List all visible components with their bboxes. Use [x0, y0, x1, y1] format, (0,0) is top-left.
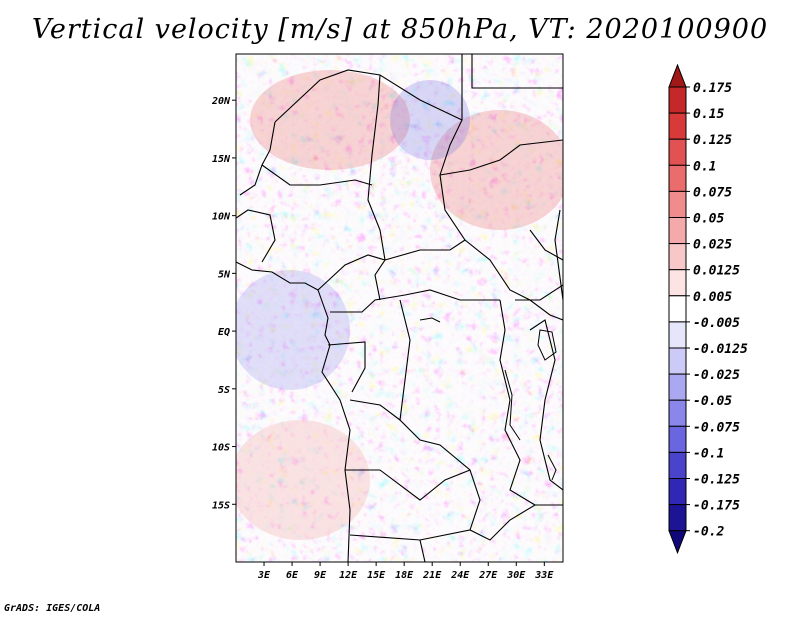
colorbar-swatch	[668, 269, 687, 297]
colorbar-label: -0.125	[693, 473, 740, 488]
colorbar-swatch	[668, 399, 687, 427]
lat-tick-label: 10S	[212, 443, 230, 454]
lon-tick-label: 33E	[534, 570, 554, 581]
lat-tick-label: 15S	[212, 500, 230, 511]
colorbar-swatch	[668, 451, 687, 479]
lon-tick-label: 30E	[506, 570, 526, 581]
colorbar-swatch	[668, 112, 687, 140]
colorbar-swatch	[668, 86, 687, 114]
lon-tick-label: 6E	[286, 570, 299, 581]
colorbar-label: 0.0125	[693, 264, 740, 279]
colorbar-label: -0.0125	[693, 342, 748, 357]
colorbar-label: -0.175	[693, 499, 740, 514]
country-borders	[236, 54, 563, 562]
colorbar-label: 0.125	[693, 133, 732, 148]
colorbar-label: -0.075	[693, 420, 740, 435]
colorbar-label: -0.005	[693, 316, 740, 331]
lat-tick-label: 10N	[212, 212, 231, 223]
lakes	[419, 317, 557, 481]
colorbar-label: 0.1	[693, 159, 716, 174]
lon-tick-label: 15E	[367, 570, 386, 581]
lat-tick-label: 15N	[212, 154, 231, 165]
colorbar-label: 0.075	[693, 185, 732, 200]
colorbar-bottom-triangle	[668, 530, 687, 555]
lat-tick-label: EQ	[218, 327, 230, 338]
lon-tick-label: 27E	[478, 570, 498, 581]
map-frame	[235, 53, 564, 563]
colorbar-swatch	[668, 373, 687, 401]
lat-tick-label: 20N	[211, 96, 231, 107]
grads-credit: GrADS: IGES/COLA	[4, 603, 101, 614]
colorbar-swatch	[668, 217, 687, 245]
colorbar-label: -0.2	[693, 525, 724, 540]
colorbar-label: 0.005	[693, 290, 732, 305]
colorbar-label: 0.15	[693, 107, 724, 122]
colorbar-label: 0.025	[693, 238, 732, 253]
colorbar: 0.175 0.15 0.125 0.1 0.075 0.05 0.025 0.0125 0.0…	[668, 63, 748, 555]
colorbar-swatch	[668, 321, 687, 349]
lat-tick-label: 5S	[218, 385, 230, 396]
lat-tick-label: 5N	[218, 269, 231, 280]
colorbar-swatch	[668, 425, 687, 453]
colorbar-label: -0.1	[693, 446, 724, 461]
lon-tick-label: 9E	[314, 570, 327, 581]
latitude-axis: 20N 15N 10N 5N EQ 5S 10S 15S	[211, 96, 236, 511]
colorbar-label: 0.175	[693, 81, 732, 96]
chart-title: Vertical velocity [m/s] at 850hPa, VT: 2…	[31, 14, 769, 45]
velocity-field	[236, 54, 563, 562]
lon-tick-label: 12E	[339, 570, 358, 581]
colorbar-swatch	[668, 138, 687, 166]
colorbar-swatch	[668, 190, 687, 218]
lon-tick-label: 24E	[450, 570, 470, 581]
colorbar-label: -0.05	[693, 394, 732, 409]
longitude-axis: 3E 6E 9E 12E 15E 18E 21E 24E 27E 30E 33E	[257, 562, 554, 581]
colorbar-swatch	[668, 243, 687, 271]
lon-tick-label: 21E	[422, 570, 442, 581]
colorbar-swatch	[668, 504, 687, 532]
colorbar-label: -0.025	[693, 368, 740, 383]
colorbar-swatch	[668, 164, 687, 192]
lon-tick-label: 18E	[395, 570, 414, 581]
colorbar-label: 0.05	[693, 212, 724, 227]
colorbar-swatch	[668, 347, 687, 375]
colorbar-swatch	[668, 295, 687, 323]
colorbar-swatch	[668, 478, 687, 506]
lon-tick-label: 3E	[257, 570, 271, 581]
colorbar-top-triangle	[668, 63, 687, 88]
